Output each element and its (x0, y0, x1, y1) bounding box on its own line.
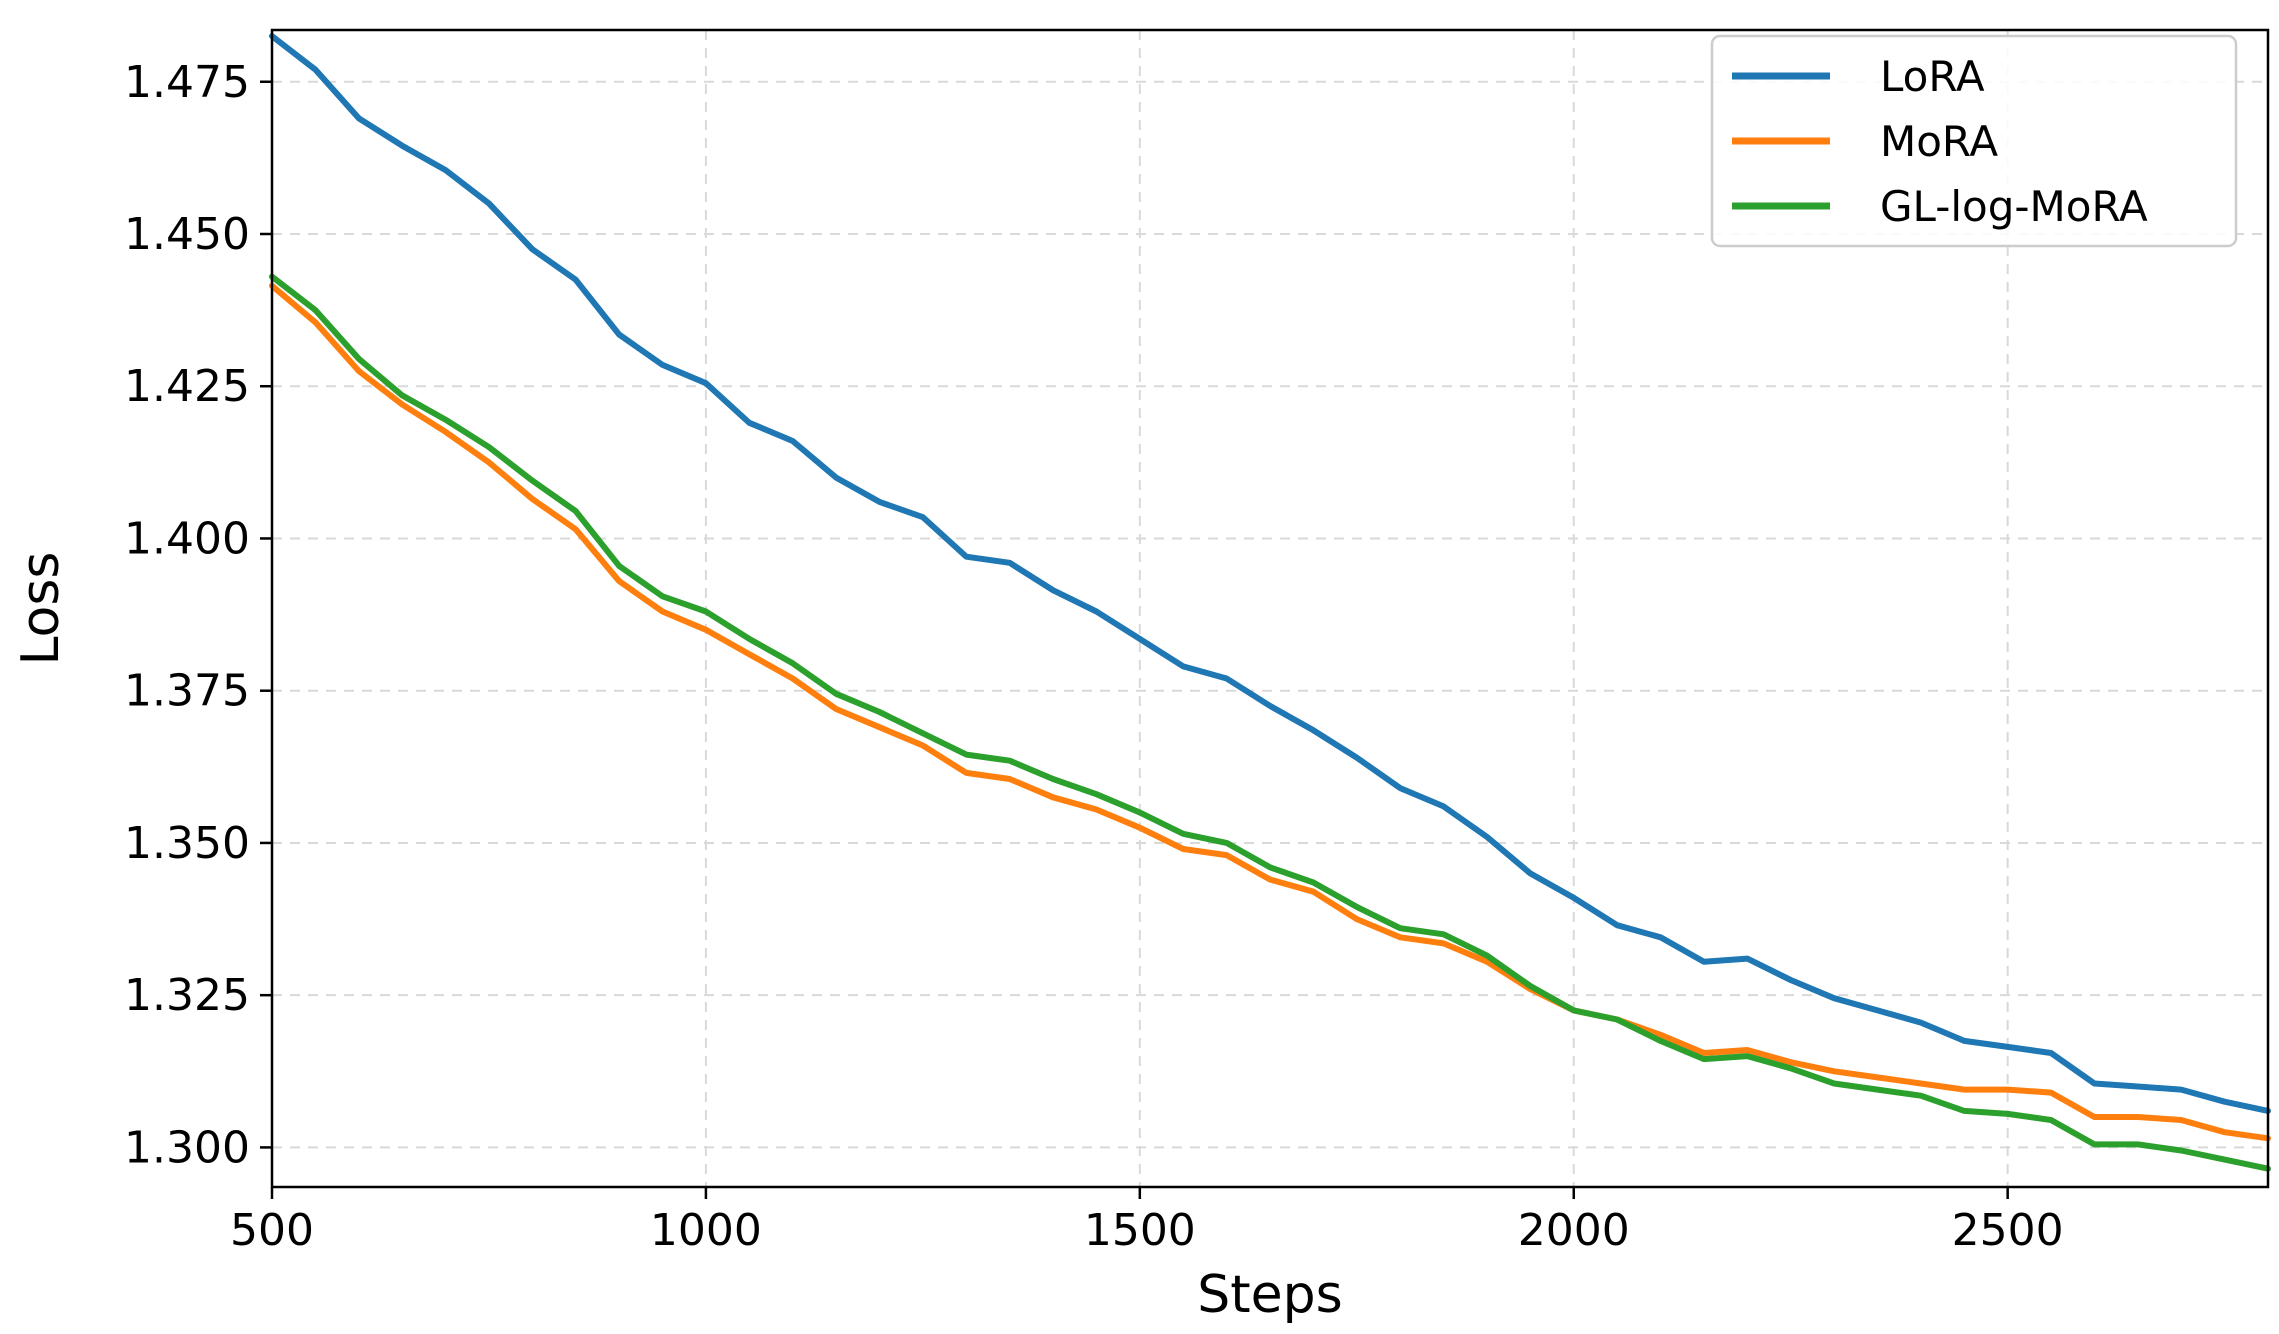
series-line-lora (269, 33, 2271, 1114)
legend-label: LoRA (1880, 52, 1985, 101)
x-tick-label: 500 (230, 1205, 314, 1256)
y-tick-label: 1.325 (124, 970, 250, 1021)
y-tick-label: 1.425 (124, 361, 250, 412)
legend: LoRA MoRA GL-log-MoRA (1710, 34, 2238, 248)
series-line-gl-log-mora (269, 273, 2271, 1172)
x-tick-label: 1500 (1084, 1205, 1196, 1256)
x-tick-label: 2500 (1952, 1205, 2064, 1256)
series-line-mora (269, 282, 2271, 1142)
y-tick-label: 1.475 (124, 57, 250, 108)
legend-box (1710, 34, 2238, 248)
x-tick-label: 1000 (650, 1205, 762, 1256)
x-tick-label: 2000 (1518, 1205, 1630, 1256)
legend-label: MoRA (1880, 117, 1998, 166)
x-axis-label: Steps (1197, 1265, 1343, 1325)
y-tick-label: 1.400 (124, 513, 250, 564)
series-lines (269, 33, 2271, 1172)
y-tick-label: 1.375 (124, 666, 250, 717)
axis-ticks: 500 1000 1500 2000 2500 1.300 1.325 1.350 1.375 1… (124, 57, 2064, 1256)
y-tick-label: 1.350 (124, 818, 250, 869)
plot-frame (270, 28, 2270, 1189)
y-tick-label: 1.450 (124, 209, 250, 260)
legend-label: GL-log-MoRA (1880, 182, 2148, 231)
y-axis-label: Loss (11, 551, 71, 665)
y-tick-label: 1.300 (124, 1122, 250, 1173)
